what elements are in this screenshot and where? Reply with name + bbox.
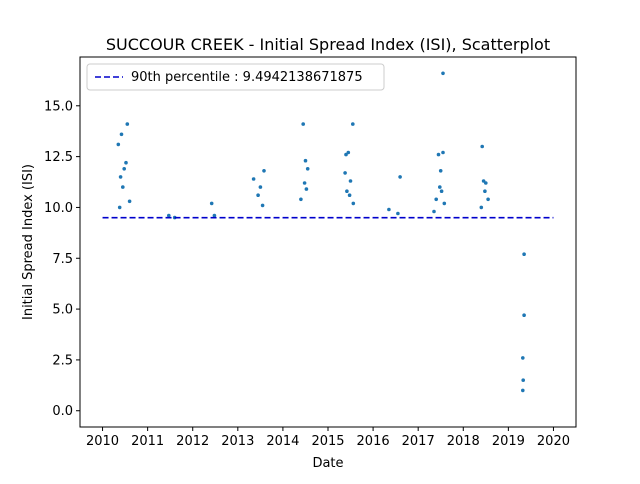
data-point — [521, 356, 525, 360]
data-point — [343, 171, 347, 175]
data-point — [436, 152, 441, 157]
data-point — [303, 158, 308, 163]
y-tick-label: 2.5 — [52, 353, 73, 368]
x-tick-label: 2016 — [357, 434, 390, 449]
y-tick-label: 12.5 — [44, 150, 73, 165]
data-point — [522, 252, 526, 256]
x-tick-label: 2020 — [537, 434, 570, 449]
data-point — [262, 169, 266, 173]
data-point — [347, 193, 352, 197]
x-tick-label: 2018 — [447, 434, 480, 449]
data-point — [260, 203, 265, 208]
y-tick-label: 0.0 — [52, 404, 73, 419]
data-point — [304, 187, 309, 191]
legend-box — [86, 63, 385, 91]
data-point — [125, 122, 130, 126]
data-point — [124, 160, 128, 165]
data-point — [387, 207, 391, 212]
data-point — [209, 201, 214, 206]
data-point — [344, 152, 348, 157]
data-points — [116, 71, 526, 393]
data-point — [346, 150, 351, 155]
data-point — [251, 177, 256, 181]
x-tick-label: 2014 — [266, 434, 299, 449]
data-point — [167, 213, 171, 218]
x-tick-label: 2011 — [131, 434, 164, 449]
data-point — [480, 144, 485, 149]
data-point — [484, 181, 488, 185]
data-point — [396, 211, 400, 216]
data-point — [522, 313, 526, 318]
data-point — [117, 205, 122, 210]
data-point — [258, 185, 263, 189]
data-point — [351, 122, 355, 126]
y-tick-label: 7.5 — [52, 252, 73, 267]
legend-entry-label: 90th percentile : 9.4942138671875 — [131, 70, 363, 85]
data-point — [122, 167, 126, 171]
x-tick-label: 2017 — [402, 434, 435, 449]
data-point — [351, 201, 356, 206]
data-point — [301, 122, 306, 126]
x-tick-label: 2010 — [86, 434, 119, 449]
data-point — [434, 197, 439, 202]
x-tick-label: 2013 — [221, 434, 254, 449]
data-point — [121, 185, 125, 189]
y-tick-label: 10.0 — [44, 201, 73, 216]
data-point — [302, 181, 307, 185]
y-axis: 0.0 2.5 5.0 7.5 10.0 12.5 15.0 — [44, 99, 80, 419]
data-point — [432, 209, 436, 214]
data-point — [441, 150, 445, 155]
x-tick-label: 2015 — [311, 434, 344, 449]
data-point — [256, 193, 260, 197]
data-point — [398, 175, 402, 179]
data-point — [345, 189, 349, 193]
data-point — [521, 388, 525, 393]
x-tick-label: 2012 — [176, 434, 209, 449]
data-point — [438, 185, 442, 189]
x-axis: 2010 2011 2012 2013 2014 2015 2016 2017 2018 2019… — [86, 427, 570, 449]
data-point — [479, 205, 484, 210]
x-axis-label: Date — [312, 456, 343, 471]
y-axis-label: Initial Spread Index (ISI) — [21, 164, 36, 320]
data-point — [305, 167, 310, 171]
x-tick-label: 2019 — [492, 434, 525, 449]
data-point — [116, 142, 121, 147]
data-point — [118, 175, 123, 179]
data-point — [486, 197, 490, 202]
data-point — [299, 197, 303, 202]
y-tick-label: 5.0 — [52, 303, 73, 318]
data-point — [348, 179, 353, 183]
data-point — [212, 213, 217, 218]
data-point — [442, 201, 447, 206]
data-point — [439, 189, 444, 193]
data-point — [441, 71, 445, 76]
data-point — [127, 199, 132, 204]
chart-title: SUCCOUR CREEK - Initial Spread Index (IS… — [106, 35, 550, 54]
data-point — [119, 132, 124, 137]
legend: 90th percentile : 9.4942138671875 — [86, 63, 385, 91]
data-point — [521, 378, 525, 383]
data-point — [483, 189, 487, 193]
data-point — [438, 169, 443, 173]
y-tick-label: 15.0 — [44, 99, 73, 114]
